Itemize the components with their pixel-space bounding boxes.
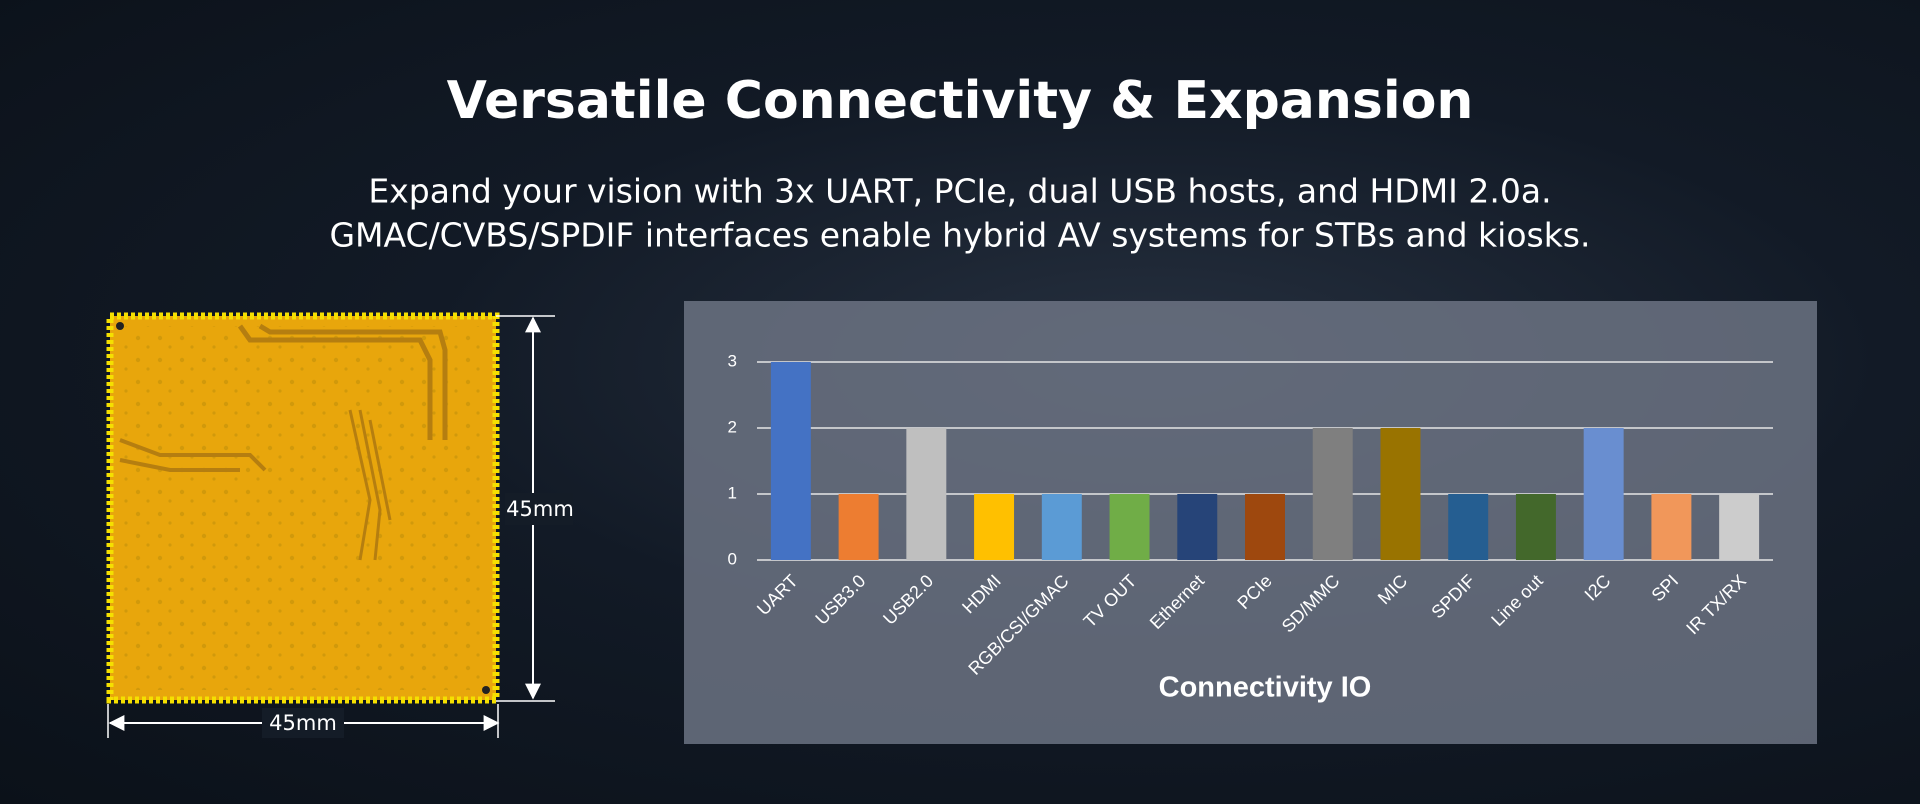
bar: [838, 494, 879, 560]
y-tick-label: 1: [728, 483, 737, 502]
subtitle-line: GMAC/CVBS/SPDIF interfaces enable hybrid…: [329, 216, 1590, 255]
label-backdrop: [262, 708, 344, 738]
y-tick-label: 3: [728, 351, 737, 370]
width-label: 45mm: [269, 711, 337, 735]
bar: [1312, 428, 1353, 560]
bar: [1651, 494, 1692, 560]
bar: [1109, 494, 1150, 560]
x-axis-title: Connectivity IO: [1159, 672, 1372, 704]
bar: [974, 494, 1015, 560]
y-tick-label: 2: [728, 417, 737, 436]
bar: [1177, 494, 1218, 560]
bar: [1583, 428, 1624, 560]
bar: [1515, 494, 1556, 560]
bar: [906, 428, 947, 560]
bar: [1448, 494, 1489, 560]
bar: [1719, 494, 1760, 560]
subtitle-line: Expand your vision with 3x UART, PCIe, d…: [368, 172, 1551, 211]
bar: [1041, 494, 1082, 560]
label-backdrop: [505, 493, 573, 525]
bar: [770, 362, 811, 560]
board-image: [106, 312, 500, 704]
bar: [1380, 428, 1421, 560]
page-title: Versatile Connectivity & Expansion: [447, 71, 1474, 131]
height-label: 45mm: [506, 497, 574, 521]
y-tick-label: 0: [728, 549, 737, 568]
bar: [1245, 494, 1285, 560]
